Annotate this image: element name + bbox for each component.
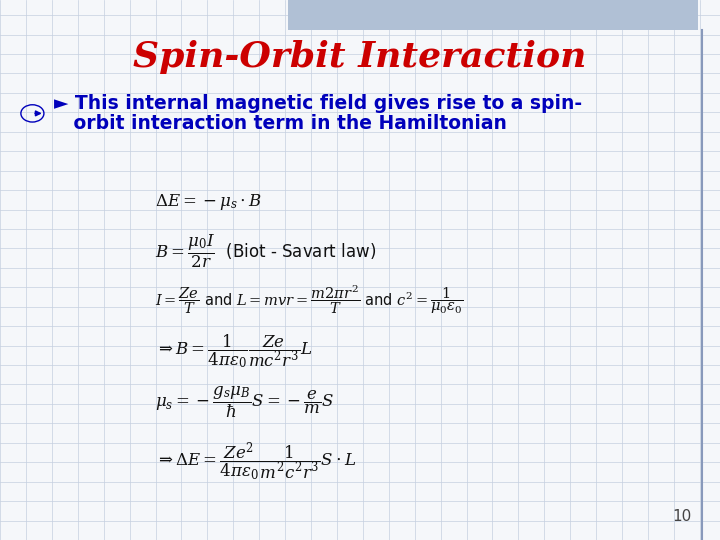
- Text: 10: 10: [672, 509, 691, 524]
- Text: $B = \dfrac{\mu_0 I}{2r}$  (Biot - Savart law): $B = \dfrac{\mu_0 I}{2r}$ (Biot - Savart…: [155, 233, 376, 269]
- Text: ► This internal magnetic field gives rise to a spin-: ► This internal magnetic field gives ris…: [54, 94, 582, 113]
- Text: orbit interaction term in the Hamiltonian: orbit interaction term in the Hamiltonia…: [54, 113, 507, 133]
- Text: $\Rightarrow \Delta E = \dfrac{Ze^2}{4\pi\varepsilon_0} \dfrac{1}{m^2c^2r^3} S \: $\Rightarrow \Delta E = \dfrac{Ze^2}{4\p…: [155, 440, 356, 483]
- Text: $\Delta E = -\mu_s \cdot B$: $\Delta E = -\mu_s \cdot B$: [155, 192, 262, 213]
- Text: $\Rightarrow B = \dfrac{1}{4\pi\varepsilon_0} \dfrac{Ze}{mc^2 r^3} L$: $\Rightarrow B = \dfrac{1}{4\pi\varepsil…: [155, 332, 312, 370]
- Text: $I = \dfrac{Ze}{T}$ and $L = mvr = \dfrac{m2\pi r^2}{T}$ and $c^2 = \dfrac{1}{\m: $I = \dfrac{Ze}{T}$ and $L = mvr = \dfra…: [155, 284, 463, 316]
- Bar: [288, 0, 698, 30]
- Text: Spin-Orbit Interaction: Spin-Orbit Interaction: [133, 40, 587, 73]
- Text: $\mu_s = -\dfrac{g_s\mu_B}{\hbar} S = -\dfrac{e}{m} S$: $\mu_s = -\dfrac{g_s\mu_B}{\hbar} S = -\…: [155, 384, 334, 420]
